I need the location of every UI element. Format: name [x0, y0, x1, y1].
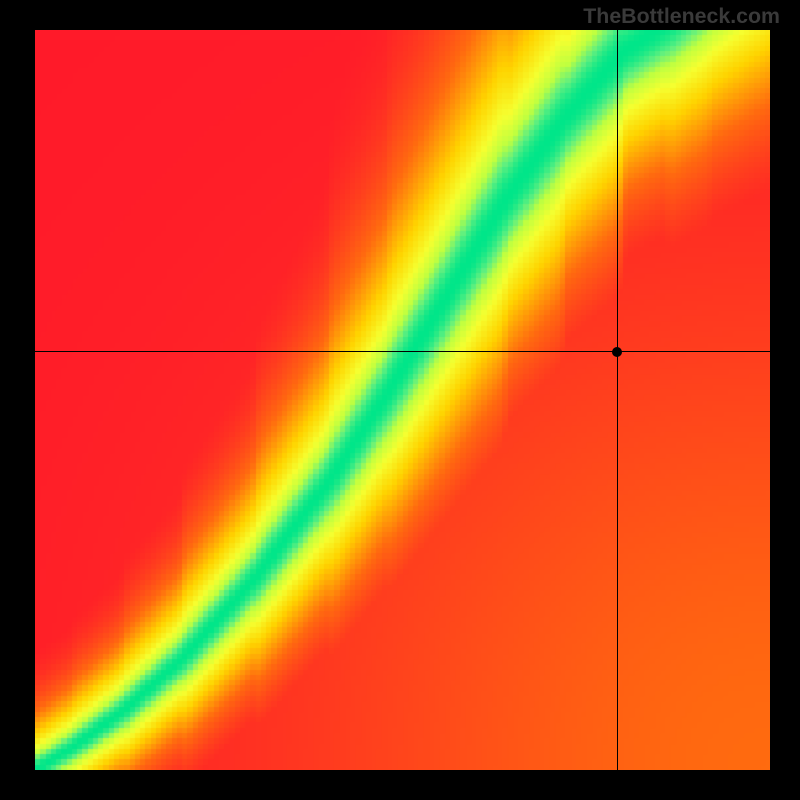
- watermark-text: TheBottleneck.com: [583, 4, 780, 29]
- heatmap-canvas: [35, 30, 770, 770]
- chart-frame: TheBottleneck.com: [0, 0, 800, 800]
